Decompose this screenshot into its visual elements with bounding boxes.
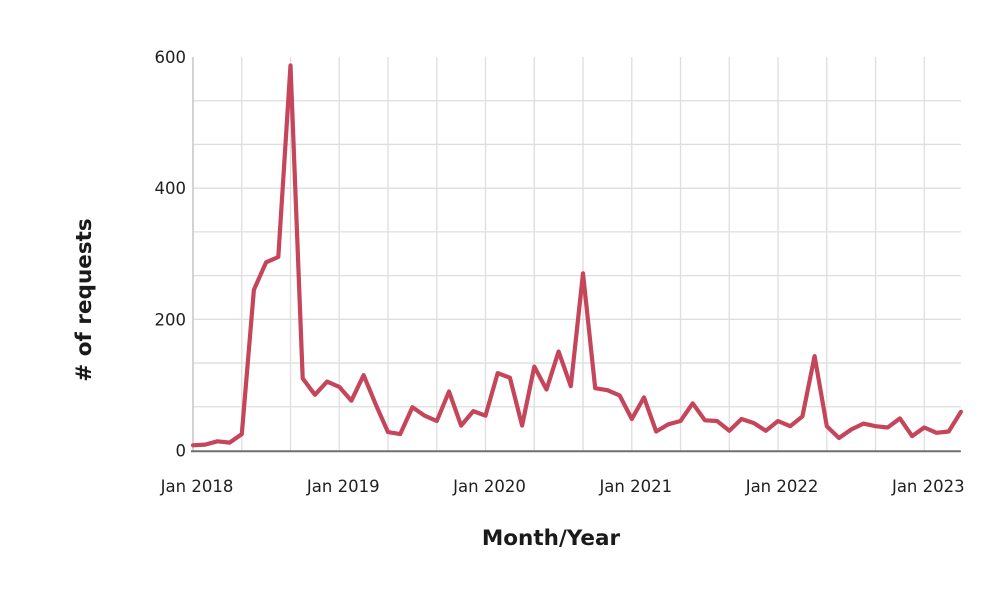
x-tick-label: Jan 2022 [745,477,819,496]
y-tick-label: 600 [155,48,187,67]
horizontal-gridlines [193,100,961,408]
x-tick-label: Jan 2019 [306,477,380,496]
y-tick-label: 0 [176,442,187,461]
y-tick-labels: 0 200 400 600 [155,48,187,461]
x-tick-label: Jan 2020 [452,477,526,496]
x-tick-label: Jan 2023 [891,477,965,496]
x-axis-title: Month/Year [482,526,621,551]
y-axis-title: # of requests [72,218,97,381]
x-tick-label: Jan 2021 [598,477,672,496]
x-tick-labels: Jan 2018 Jan 2019 Jan 2020 Jan 2021 Jan 2022… [160,477,965,496]
x-tick-label: Jan 2018 [160,477,234,496]
requests-line-series [190,63,964,448]
y-tick-label: 400 [155,179,187,198]
vertical-gridlines [241,57,925,451]
y-tick-label: 200 [155,310,187,329]
